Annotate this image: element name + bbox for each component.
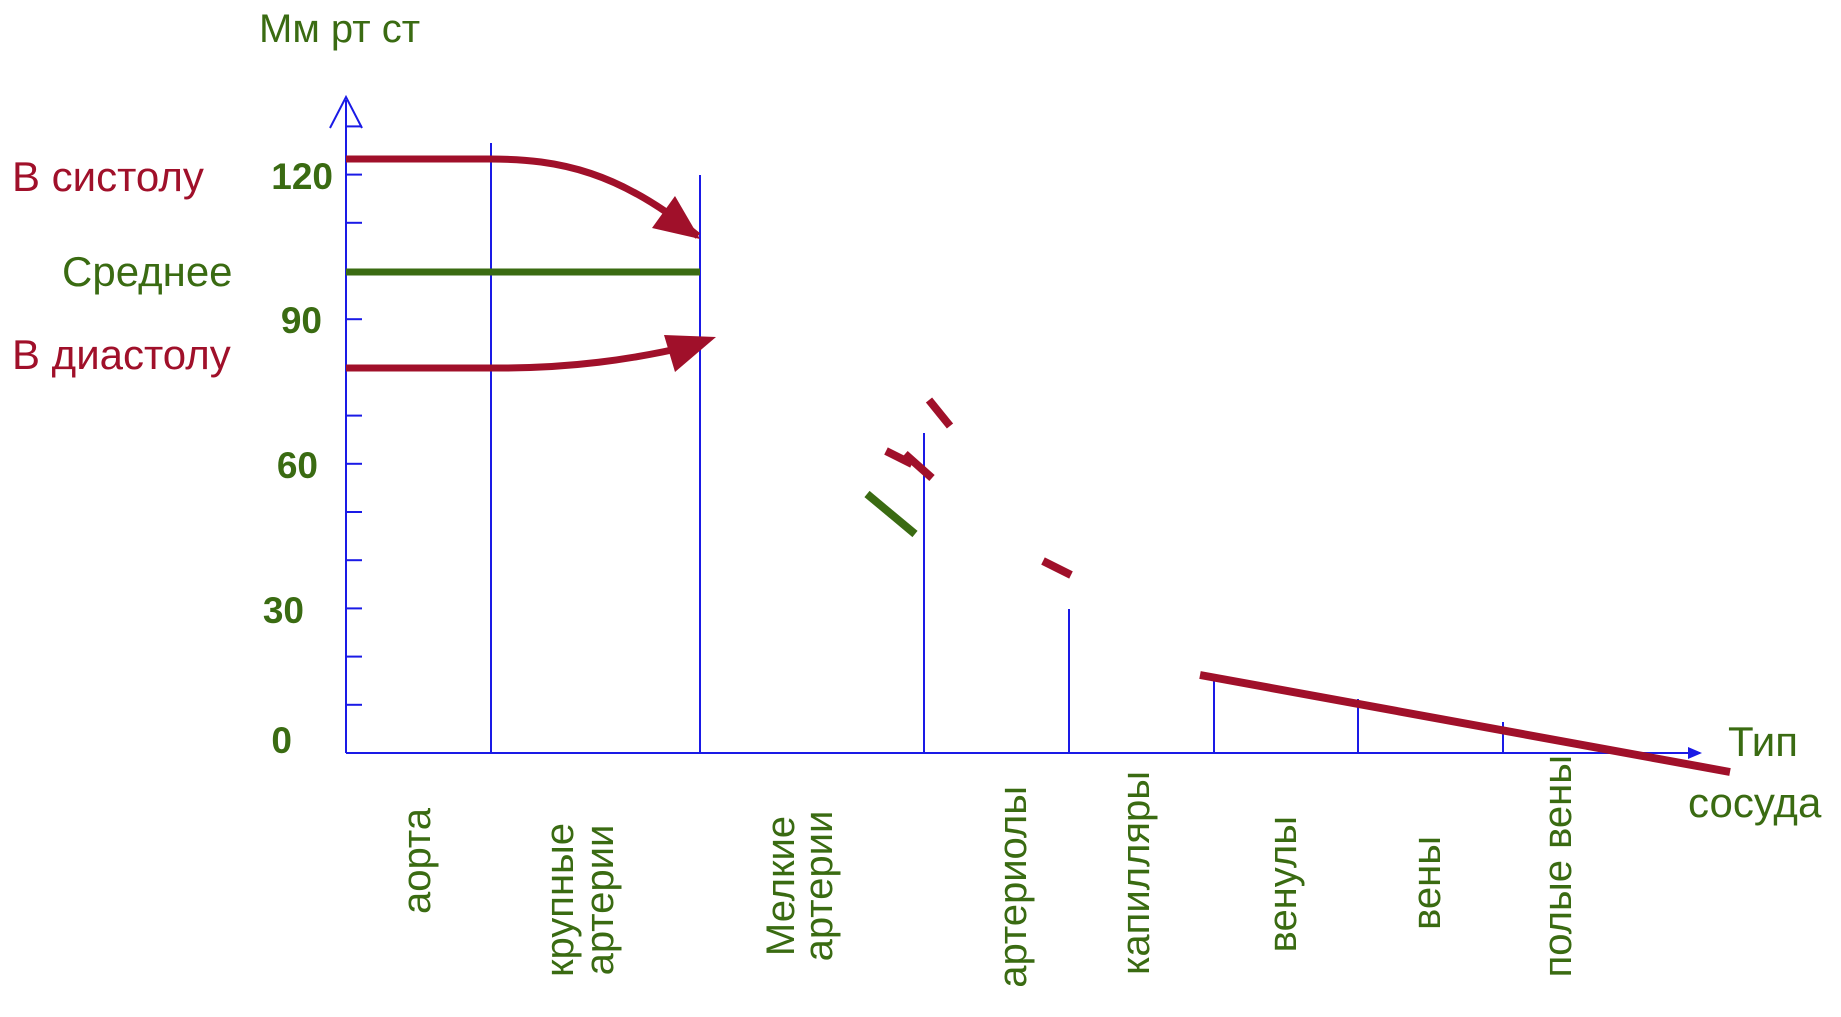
legend-systole: В систолу [12, 153, 204, 200]
vessel-label-venules: венулы [1261, 816, 1305, 952]
y-axis-arrow-icon [329, 94, 363, 129]
vessel-label-small-arteries-1: Мелкие [759, 816, 803, 956]
vessel-label-arterioles: артериолы [991, 786, 1035, 988]
vessel-dividers [490, 143, 1504, 753]
vessel-label-large-arteries-2: артерии [578, 825, 622, 976]
mean-dash [864, 490, 918, 538]
vessel-label-capillaries: капилляры [1114, 771, 1158, 975]
y-tick-label-60: 60 [277, 445, 318, 486]
systolic-dash-3 [902, 451, 935, 481]
systolic-arrowhead-icon [652, 196, 700, 239]
y-tick-label-30: 30 [263, 590, 304, 631]
y-tick-label-0: 0 [271, 720, 292, 761]
diastolic-arrowhead-icon [664, 335, 716, 372]
venous-pressure-line [1199, 671, 1731, 776]
legend-diastole: В диастолу [12, 331, 231, 378]
y-tick-label-90: 90 [281, 300, 322, 341]
x-axis-title-line1: Тип [1728, 718, 1798, 765]
vessel-label-large-arteries-1: крупные [538, 823, 582, 977]
vessel-label-aorta: аорта [395, 807, 439, 914]
pressure-curves [346, 155, 1731, 776]
y-axis-title: Мм рт ст [259, 7, 420, 51]
x-axis-arrow-icon [1688, 747, 1702, 759]
systolic-pressure-curve [346, 155, 701, 239]
arteriole-dash [1041, 557, 1073, 579]
y-minor-ticks [346, 125, 362, 706]
vessel-labels: аорта крупные артерии Мелкие артерии арт… [395, 755, 1580, 988]
y-tick-labels: 120 90 60 30 0 [263, 156, 333, 761]
axes [329, 94, 1702, 759]
legend-mean: Среднее [62, 248, 233, 295]
vessel-label-small-arteries-2: артерии [797, 811, 841, 962]
systolic-dash-1 [925, 397, 954, 429]
vessel-label-vena-cava: полые вены [1536, 755, 1580, 977]
diastolic-pressure-curve [346, 342, 691, 372]
y-tick-label-120: 120 [271, 156, 333, 197]
vessel-label-veins: вены [1405, 836, 1449, 930]
x-axis-title-line2: сосуда [1688, 779, 1822, 826]
systolic-dash-2 [884, 447, 914, 468]
